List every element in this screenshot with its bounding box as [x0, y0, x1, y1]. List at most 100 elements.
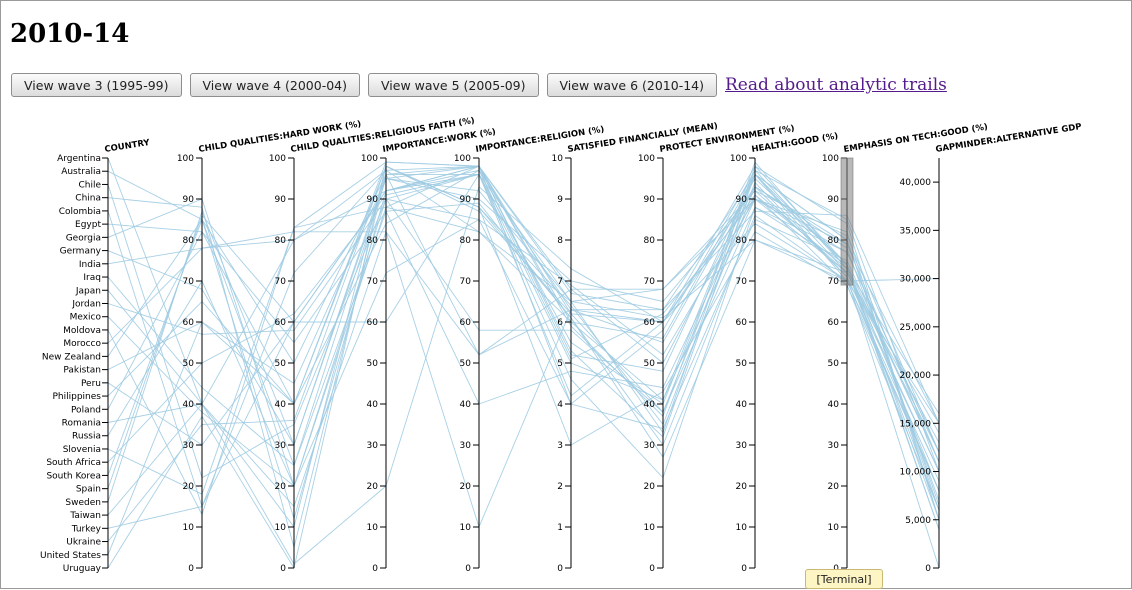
- tick-label: 30: [460, 441, 472, 451]
- tick-label-sweden: Sweden: [65, 498, 101, 508]
- tick-label: 40: [367, 400, 379, 410]
- tick-label: 9: [557, 195, 563, 205]
- tick-label: 30: [275, 441, 287, 451]
- tick-label-argentina: Argentina: [57, 154, 101, 164]
- tick-label: 25,000: [900, 323, 932, 333]
- tick-label: 20: [275, 482, 287, 492]
- tick-label-uruguay: Uruguay: [63, 564, 102, 574]
- analytic-trails-link[interactable]: Read about analytic trails: [725, 75, 947, 95]
- tick-label: 30: [736, 441, 748, 451]
- tick-label: 4: [557, 400, 563, 410]
- tick-label: 20: [644, 482, 656, 492]
- tick-label: 80: [367, 236, 379, 246]
- series-line-romania: [107, 169, 940, 453]
- view-wave-5-button[interactable]: View wave 5 (2005-09): [368, 73, 539, 97]
- tick-label-morocco: Morocco: [63, 339, 101, 349]
- tick-label: 60: [367, 318, 379, 328]
- tick-label: 90: [736, 195, 748, 205]
- tick-label: 0: [649, 564, 655, 574]
- tick-label: 8: [557, 236, 563, 246]
- tick-label: 10: [644, 523, 656, 533]
- tick-label-egypt: Egypt: [75, 220, 101, 230]
- tick-label: 100: [177, 154, 194, 164]
- tick-label-colombia: Colombia: [59, 207, 101, 217]
- tick-label: 70: [828, 277, 840, 287]
- tick-label-spain: Spain: [76, 485, 101, 495]
- page-title: 2010-14: [10, 19, 130, 49]
- tick-label: 40,000: [900, 178, 932, 188]
- tick-label: 80: [828, 236, 840, 246]
- tick-label-japan: Japan: [75, 286, 101, 296]
- tick-label-pakistan: Pakistan: [63, 366, 101, 376]
- tick-label: 100: [730, 154, 747, 164]
- series-line-south-africa: [107, 173, 940, 530]
- tick-label: 0: [741, 564, 747, 574]
- tick-label: 20: [828, 482, 840, 492]
- tick-label: 50: [460, 359, 472, 369]
- tick-label-germany: Germany: [60, 247, 102, 257]
- tick-label: 20: [460, 482, 472, 492]
- tick-label: 100: [361, 154, 378, 164]
- tick-label: 30,000: [900, 275, 932, 285]
- tick-label: 60: [644, 318, 656, 328]
- series-line-uruguay: [107, 165, 940, 570]
- tick-label-south-africa: South Africa: [46, 458, 101, 468]
- tick-label-china: China: [75, 194, 101, 204]
- tick-label: 3: [557, 441, 563, 451]
- tick-label-australia: Australia: [61, 167, 101, 177]
- tick-label: 10,000: [900, 468, 932, 478]
- series-line-russia: [107, 181, 940, 488]
- tick-label: 70: [736, 277, 748, 287]
- tick-label: 20: [183, 482, 195, 492]
- series-line-mexico: [107, 206, 940, 487]
- series-line-argentina: [107, 157, 940, 508]
- tick-label: 0: [925, 564, 931, 574]
- axis-title: COUNTRY: [104, 138, 151, 155]
- series-line-chile: [107, 184, 940, 479]
- tick-label: 100: [822, 154, 839, 164]
- tick-label-slovenia: Slovenia: [63, 445, 101, 455]
- tick-label: 6: [557, 318, 563, 328]
- tick-label: 40: [183, 400, 195, 410]
- tooltip: [Terminal]: [805, 569, 883, 589]
- tick-label: 20: [736, 482, 748, 492]
- tick-label: 60: [183, 318, 195, 328]
- tick-label: 50: [736, 359, 748, 369]
- view-wave-3-button[interactable]: View wave 3 (1995-99): [11, 73, 182, 97]
- tick-label-south-korea: South Korea: [46, 471, 101, 481]
- tick-label-poland: Poland: [71, 405, 101, 415]
- tick-label: 90: [367, 195, 379, 205]
- tick-label: 0: [465, 564, 471, 574]
- tick-label: 40: [736, 400, 748, 410]
- axis-gapminder-alternative-gdp: GAPMINDER:ALTERNATIVE GDP05,00010,00015,…: [900, 122, 1083, 574]
- tick-label: 70: [275, 277, 287, 287]
- tick-label: 80: [644, 236, 656, 246]
- tick-label: 10: [552, 154, 564, 164]
- tick-label: 60: [736, 318, 748, 328]
- tick-label: 10: [183, 523, 195, 533]
- tick-label: 50: [367, 359, 379, 369]
- tick-label: 70: [183, 277, 195, 287]
- tick-label: 1: [557, 523, 563, 533]
- tick-label: 10: [828, 523, 840, 533]
- tick-label-ukraine: Ukraine: [66, 538, 101, 548]
- view-wave-6-button[interactable]: View wave 6 (2010-14): [546, 73, 717, 97]
- series-line-jordan: [107, 169, 940, 511]
- tick-label-russia: Russia: [72, 432, 101, 442]
- tick-label: 50: [644, 359, 656, 369]
- tick-label: 35,000: [900, 226, 932, 236]
- tick-label: 0: [557, 564, 563, 574]
- axis-brush-selection[interactable]: [840, 157, 854, 286]
- series-line-morocco: [107, 194, 940, 529]
- tick-label: 30: [367, 441, 379, 451]
- series-line-poland: [107, 202, 940, 446]
- tick-label: 100: [638, 154, 655, 164]
- tick-label: 7: [557, 277, 563, 287]
- tick-label: 40: [460, 400, 472, 410]
- view-wave-4-button[interactable]: View wave 4 (2000-04): [189, 73, 360, 97]
- tick-label: 0: [280, 564, 286, 574]
- tick-label: 80: [275, 236, 287, 246]
